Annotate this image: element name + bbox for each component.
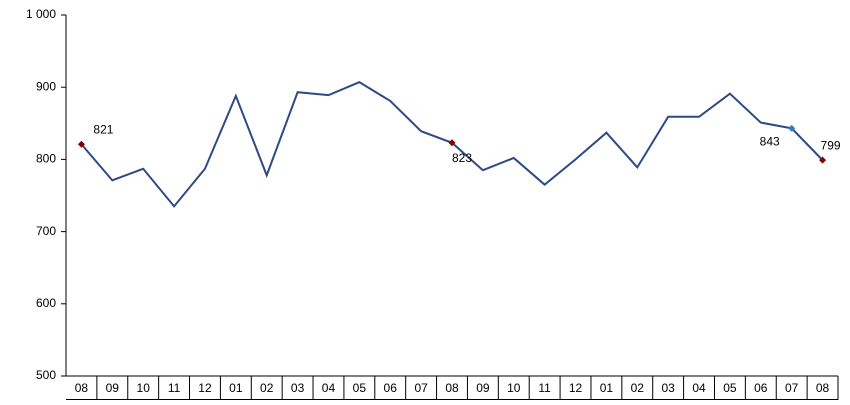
point-marker — [819, 156, 827, 164]
point-marker — [448, 139, 456, 147]
y-tick-label: 1 000 — [26, 7, 56, 21]
x-tick-label: 08 — [75, 381, 89, 395]
x-tick-label: 07 — [414, 381, 428, 395]
x-tick-label: 03 — [661, 381, 675, 395]
x-tick-label: 12 — [569, 381, 583, 395]
y-tick-label: 600 — [36, 296, 56, 310]
x-tick-label: 04 — [322, 381, 336, 395]
x-tick-label: 06 — [384, 381, 398, 395]
x-tick-label: 07 — [785, 381, 799, 395]
data-label: 823 — [452, 151, 472, 165]
data-label: 821 — [93, 122, 113, 136]
x-tick-label: 01 — [600, 381, 614, 395]
x-tick-label: 04 — [692, 381, 706, 395]
point-marker — [788, 124, 796, 132]
x-tick-label: 11 — [538, 381, 551, 395]
y-tick-label: 800 — [36, 152, 56, 166]
x-tick-label: 06 — [754, 381, 768, 395]
point-marker — [77, 140, 85, 148]
x-tick-label: 02 — [631, 381, 645, 395]
x-tick-label: 05 — [353, 381, 367, 395]
x-tick-label: 03 — [291, 381, 305, 395]
x-tick-label: 01 — [229, 381, 243, 395]
data-label: 799 — [821, 138, 841, 152]
x-tick-label: 09 — [106, 381, 120, 395]
x-tick-label: 08 — [816, 381, 830, 395]
y-tick-label: 700 — [36, 224, 56, 238]
x-tick-label: 08 — [445, 381, 459, 395]
x-tick-label: 12 — [198, 381, 212, 395]
x-tick-label: 05 — [723, 381, 737, 395]
data-label: 843 — [760, 135, 780, 149]
x-tick-label: 09 — [476, 381, 490, 395]
y-tick-label: 500 — [36, 368, 56, 382]
x-tick-label: 10 — [507, 381, 521, 395]
x-tick-label: 11 — [168, 381, 181, 395]
y-tick-label: 900 — [36, 79, 56, 93]
x-tick-label: 02 — [260, 381, 274, 395]
x-tick-label: 10 — [137, 381, 151, 395]
